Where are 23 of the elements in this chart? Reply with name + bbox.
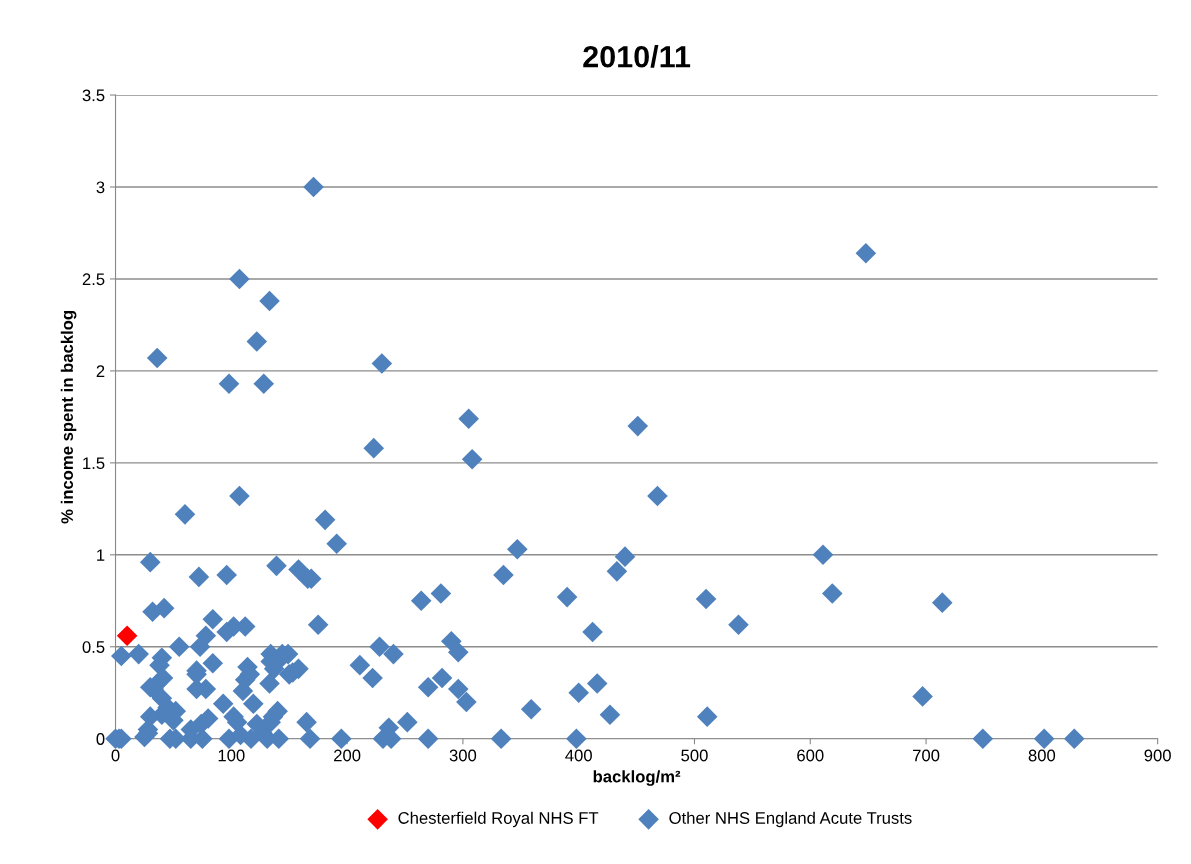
x-tick-label: 100 <box>218 749 245 762</box>
y-tick-label: 3 <box>96 181 105 194</box>
x-tick-label: 600 <box>797 749 824 762</box>
x-tick-label: 800 <box>1028 749 1056 762</box>
y-tick-label: 2 <box>96 365 105 377</box>
chart-title: 2010/11 <box>583 45 691 68</box>
x-tick-label: 300 <box>449 749 477 762</box>
y-tick-label: 1.5 <box>83 457 105 470</box>
y-tick-label: 0.5 <box>82 641 105 653</box>
x-tick-label: 900 <box>1144 749 1171 762</box>
y-tick-label: 3.5 <box>82 89 105 102</box>
y-tick-label: 0 <box>96 733 105 745</box>
x-tick-label: 0 <box>111 749 120 762</box>
legend-label: Chesterfield Royal NHS FT <box>398 811 599 828</box>
y-axis-title: % income spent in backlog <box>60 311 77 524</box>
legend-label: Other NHS England Acute Trusts <box>669 811 912 828</box>
x-tick-label: 400 <box>565 749 592 762</box>
x-axis-title: backlog/m² <box>593 770 681 786</box>
x-tick-label: 200 <box>334 749 361 762</box>
x-tick-label: 500 <box>681 749 708 762</box>
y-tick-label: 2.5 <box>82 273 105 286</box>
y-tick-label: 1 <box>97 549 105 561</box>
x-tick-label: 700 <box>913 749 940 762</box>
